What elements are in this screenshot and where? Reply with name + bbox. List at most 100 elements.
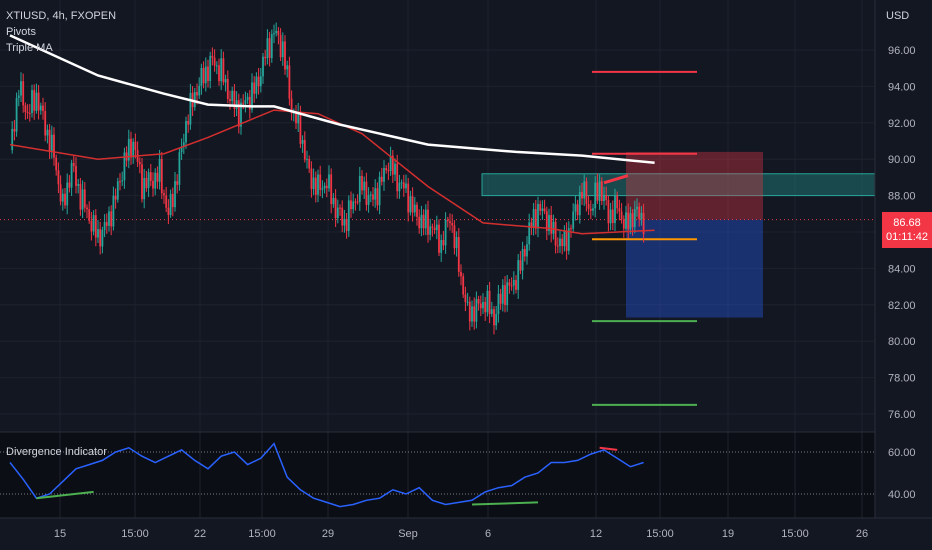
candle-body xyxy=(218,65,220,82)
y-tick-label: 82.00 xyxy=(888,300,916,312)
candle-body xyxy=(70,163,73,188)
candle-body xyxy=(55,157,58,171)
candle-body xyxy=(603,195,605,202)
candle-body xyxy=(20,81,22,96)
candle-body xyxy=(321,188,324,190)
candle-body xyxy=(297,112,300,124)
candle-body xyxy=(72,163,75,166)
candle-body xyxy=(328,174,330,189)
x-tick-label: 26 xyxy=(856,528,868,540)
candle-body xyxy=(68,182,71,188)
ma-mid-line xyxy=(9,109,655,235)
candle-body xyxy=(189,92,192,125)
candle-body xyxy=(255,76,258,94)
candle-body xyxy=(158,158,161,182)
candle-body xyxy=(237,100,240,127)
chart-symbol-title[interactable]: XTIUSD, 4h, FXOPEN xyxy=(6,10,117,22)
candle-body xyxy=(367,195,370,205)
candle-body xyxy=(515,279,517,290)
x-tick-label: 15:00 xyxy=(781,528,809,540)
drawings-layer xyxy=(0,70,876,406)
indicator-pivots-label[interactable]: Pivots xyxy=(6,26,36,38)
candle-body xyxy=(484,302,487,313)
x-tick-label: 15:00 xyxy=(121,528,149,540)
candle-body xyxy=(482,302,484,309)
candle-body xyxy=(301,140,304,144)
candle-body xyxy=(59,184,62,202)
candle-body xyxy=(92,215,95,232)
candle-body xyxy=(387,170,390,172)
candle-body xyxy=(506,282,509,306)
candle-body xyxy=(345,218,348,231)
candle-body xyxy=(86,207,88,210)
candle-body xyxy=(193,91,196,108)
osc-bull-divergence-2 xyxy=(471,501,539,506)
candle-body xyxy=(376,188,379,206)
candle-body xyxy=(42,105,44,112)
candle-body xyxy=(493,309,495,326)
candle-body xyxy=(224,78,227,83)
candle-body xyxy=(416,204,418,217)
candle-body xyxy=(537,203,539,229)
candle-body xyxy=(352,201,355,210)
y-tick-label: 90.00 xyxy=(888,154,916,166)
candle-body xyxy=(317,174,319,195)
candle-body xyxy=(44,111,47,136)
candle-body xyxy=(185,121,187,143)
candle-body xyxy=(431,226,434,228)
y-tick-label: 80.00 xyxy=(888,336,916,348)
y-tick-label: 84.00 xyxy=(888,263,916,275)
indicator-triple-ma-label[interactable]: Triple MA xyxy=(6,42,53,54)
candle-body xyxy=(543,208,546,212)
candle-body xyxy=(196,91,198,96)
candle-body xyxy=(231,90,234,102)
candle-body xyxy=(152,180,154,189)
candle-body xyxy=(539,203,542,211)
candle-body xyxy=(275,30,278,34)
candle-body xyxy=(290,98,293,114)
x-tick-label: Sep xyxy=(398,528,418,540)
candle-body xyxy=(433,227,436,231)
candle-body xyxy=(253,82,256,94)
candle-body xyxy=(442,240,445,246)
candle-body xyxy=(160,158,163,194)
candle-body xyxy=(154,172,157,189)
candle-body xyxy=(90,220,93,232)
candle-body xyxy=(389,155,392,171)
candle-body xyxy=(398,182,401,192)
candle-body xyxy=(402,182,405,189)
divergence-bear-mark xyxy=(603,174,629,185)
candle-body xyxy=(121,180,124,182)
candle-body xyxy=(629,213,632,230)
candle-body xyxy=(422,214,425,229)
candle-body xyxy=(222,58,225,83)
candle-body xyxy=(24,105,27,112)
candle-body xyxy=(165,195,168,208)
candle-body xyxy=(169,193,172,215)
candle-body xyxy=(130,138,132,158)
candle-body xyxy=(550,215,553,234)
divergence-indicator-title[interactable]: Divergence Indicator xyxy=(6,446,107,458)
candle-body xyxy=(39,105,42,111)
candle-body xyxy=(435,224,438,231)
candle-body xyxy=(259,76,262,87)
candle-body xyxy=(429,226,432,235)
candle-body xyxy=(530,222,533,228)
candle-body xyxy=(50,134,53,152)
osc-y-tick-label: 40.00 xyxy=(888,489,916,501)
candle-body xyxy=(143,177,146,200)
y-tick-label: 96.00 xyxy=(888,45,916,57)
candle-body xyxy=(592,208,594,211)
candle-body xyxy=(640,212,643,220)
candle-body xyxy=(279,35,282,58)
candle-body xyxy=(488,290,491,315)
candle-body xyxy=(209,55,212,82)
candle-body xyxy=(479,303,482,309)
candle-body xyxy=(347,200,350,231)
candle-body xyxy=(251,82,253,110)
bar-countdown-label: 01:11:42 xyxy=(882,226,932,248)
candle-body xyxy=(457,237,460,272)
x-tick-label: 22 xyxy=(194,528,206,540)
candle-body xyxy=(339,207,341,209)
